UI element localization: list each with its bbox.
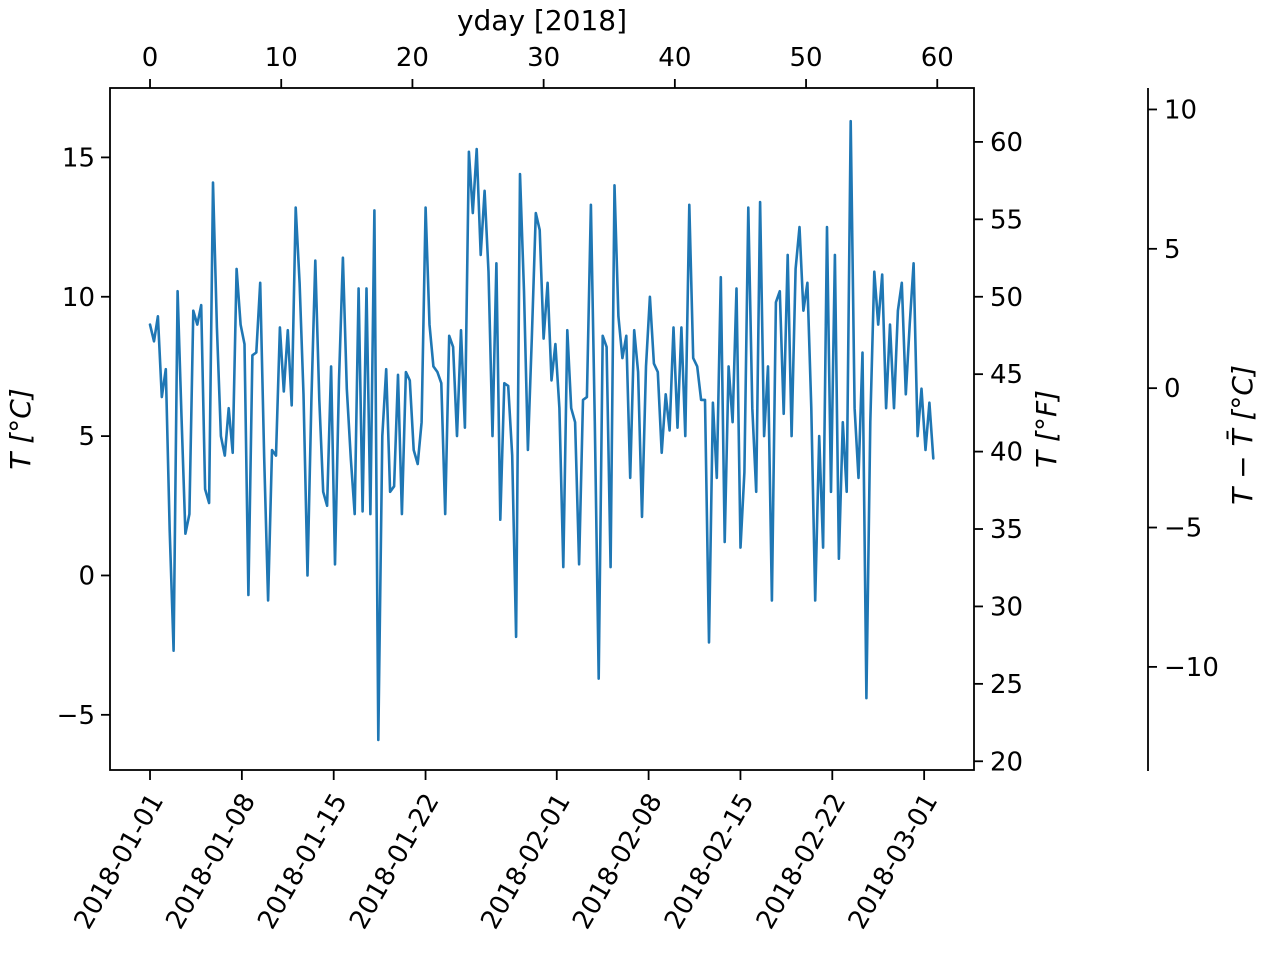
tick-label: 5 [78, 422, 95, 452]
tick-label: 15 [62, 143, 95, 173]
tick-label: 30 [527, 43, 560, 73]
tick-label: 0 [1164, 374, 1181, 404]
tick-label: 45 [990, 360, 1023, 390]
anomaly-axis-ticks: 10 5 0 −5 −10 [1148, 95, 1219, 683]
tick-label: 10 [265, 43, 298, 73]
tick-label: 20 [396, 43, 429, 73]
date-tick-label: 2018-03-01 [843, 789, 945, 935]
plot-border [109, 87, 975, 771]
tick-label: −10 [1164, 653, 1219, 683]
tick-label: 10 [1164, 95, 1197, 125]
tick-label: 60 [990, 128, 1023, 158]
date-tick-label: 2018-02-08 [567, 789, 669, 935]
tick-label: 0 [142, 43, 159, 73]
tick-label: 40 [658, 43, 691, 73]
tick-label: 50 [990, 283, 1023, 313]
right-axis-label: T [°F] [1030, 390, 1063, 468]
temperature-series-line [148, 119, 935, 742]
tick-label: 50 [790, 43, 823, 73]
bottom-axis-ticks: 2018-01-012018-01-082018-01-152018-01-22… [69, 770, 945, 935]
date-tick-label: 2018-01-08 [160, 789, 262, 935]
date-tick-label: 2018-01-22 [344, 789, 446, 935]
date-tick-label: 2018-02-15 [659, 789, 761, 935]
tick-label: 0 [78, 561, 95, 591]
anomaly-axis-label: T − T̄ [°C] [1225, 365, 1259, 505]
date-tick-label: 2018-02-01 [475, 789, 577, 935]
tick-label: 60 [921, 43, 954, 73]
top-axis-ticks: 0 10 20 30 40 50 60 [142, 43, 954, 88]
top-axis-label: yday [2018] [457, 4, 627, 37]
left-axis-label: T [°C] [4, 388, 37, 469]
tick-label: 55 [990, 205, 1023, 235]
date-tick-label: 2018-01-01 [69, 789, 171, 935]
tick-label: 25 [990, 670, 1023, 700]
right-axis-ticks: 20 25 30 35 40 45 50 55 60 [974, 128, 1023, 777]
tick-label: 5 [1164, 235, 1181, 265]
tick-label: −5 [1164, 514, 1202, 544]
date-tick-label: 2018-01-15 [252, 789, 354, 935]
date-tick-label: 2018-02-22 [751, 789, 853, 935]
tick-label: 10 [62, 283, 95, 313]
left-axis-ticks: −5 0 5 10 15 [57, 143, 110, 731]
tick-label: 40 [990, 438, 1023, 468]
tick-label: 35 [990, 515, 1023, 545]
tick-label: 30 [990, 592, 1023, 622]
tick-label: −5 [57, 701, 95, 731]
tick-label: 20 [990, 747, 1023, 777]
